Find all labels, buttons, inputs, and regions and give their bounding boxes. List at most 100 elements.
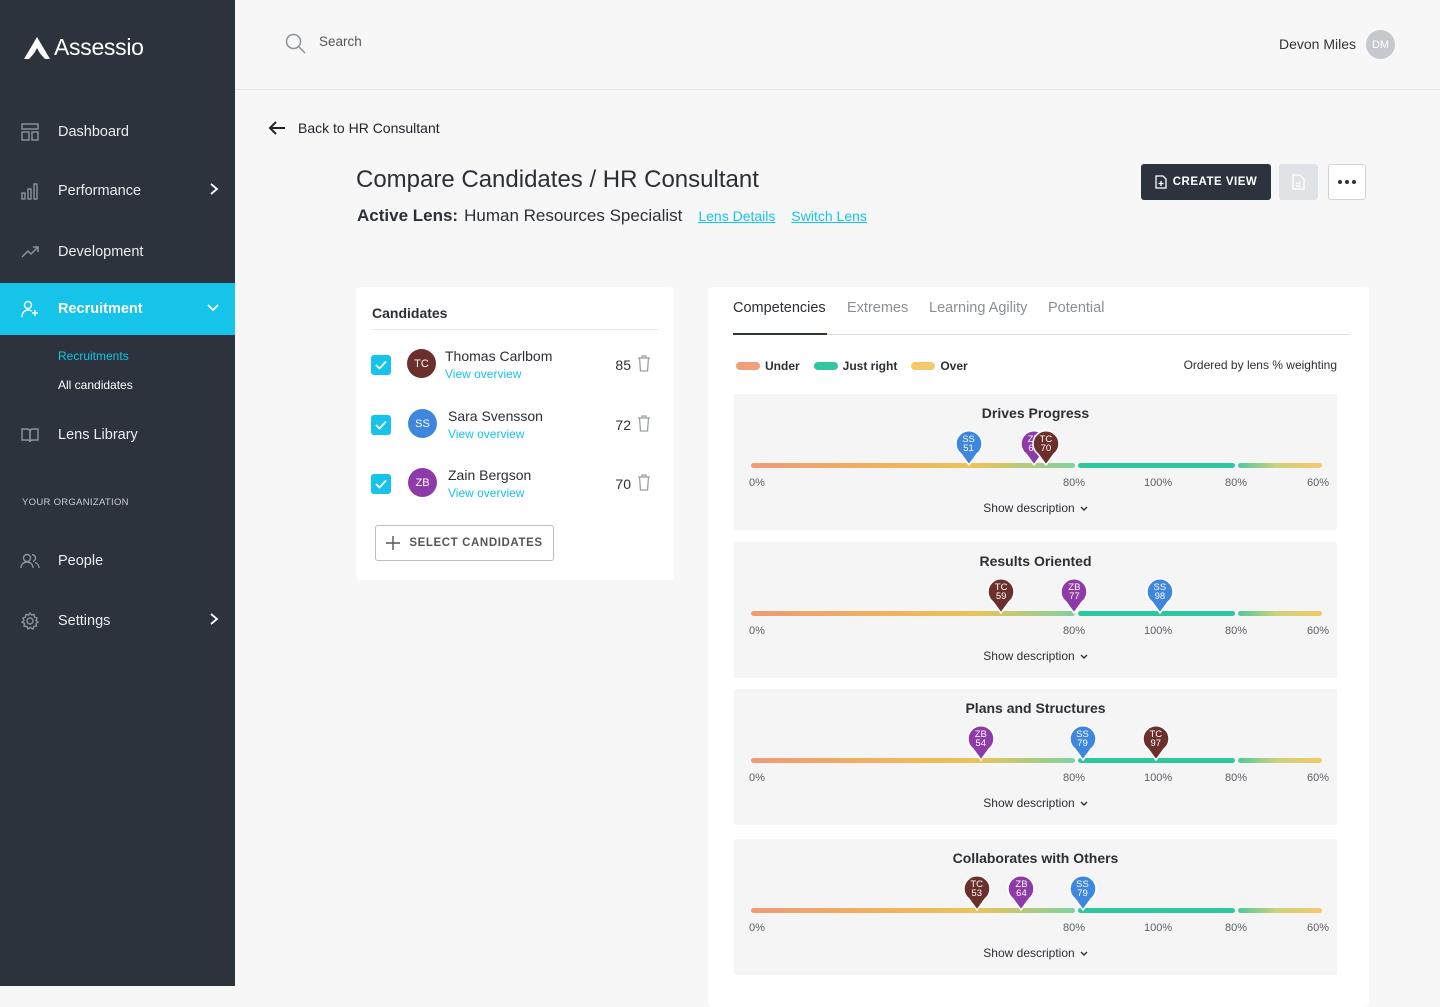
sidebar: Assessio Dashboard Performance Developme… (0, 0, 235, 986)
trash-icon[interactable] (637, 474, 651, 496)
candidate-avatar: SS (408, 409, 437, 438)
candidate-score-marker[interactable]: ZB 64 (1007, 875, 1036, 911)
marker-initials: SS (962, 434, 975, 445)
org-section-label: YOUR ORGANIZATION (22, 497, 129, 508)
scale-tick-label: 60% (1307, 625, 1330, 637)
candidate-row: TC Thomas Carlbom View overview 85 (371, 345, 661, 385)
marker-value: 51 (963, 443, 974, 454)
tab-potential[interactable]: Potential (1048, 300, 1105, 316)
scale-segment (1078, 611, 1235, 616)
candidate-score-marker[interactable]: TC 53 (962, 875, 991, 911)
map-pin-icon (1032, 430, 1060, 466)
legend-item-just-right: Just right (813, 359, 898, 373)
candidate-score-marker[interactable]: ZB 54 (967, 725, 995, 761)
export-pdf-button[interactable] (1279, 164, 1318, 200)
chevron-down-icon (1080, 649, 1088, 663)
marker-initials: ZB (1068, 582, 1081, 593)
sidebar-item-development[interactable]: Development (0, 226, 235, 278)
view-overview-link[interactable]: View overview (448, 486, 525, 500)
scale-tick-label: 0% (749, 772, 765, 784)
legend: Under Just right Over (736, 359, 982, 373)
sidebar-item-lens-library[interactable]: Lens Library (0, 409, 235, 461)
candidate-checkbox[interactable] (371, 355, 391, 375)
scale-tick-label: 80% (1063, 922, 1086, 934)
sidebar-subitem-all-candidates[interactable]: All candidates (58, 378, 133, 392)
scale-tick-label: 60% (1307, 772, 1330, 784)
scale-segment (751, 908, 1075, 913)
lens-details-link[interactable]: Lens Details (698, 208, 776, 224)
marker-initials: SS (1076, 879, 1089, 890)
candidate-name: Thomas Carlbom (445, 348, 553, 364)
competency-name: Collaborates with Others (952, 850, 1119, 866)
sidebar-item-label: Performance (58, 183, 142, 199)
map-pin-icon (962, 875, 991, 911)
view-overview-link[interactable]: View overview (445, 367, 522, 381)
candidate-score-marker[interactable]: SS 79 (1068, 875, 1097, 911)
tab-competencies[interactable]: Competencies (733, 300, 826, 316)
sidebar-item-recruitment[interactable]: Recruitment (0, 283, 235, 335)
competency-block: Drives Progress0%80%100%80%60%SS51ZB67TC… (734, 394, 1337, 530)
sidebar-item-label: Development (58, 244, 144, 260)
candidate-checkbox[interactable] (371, 474, 391, 494)
document-icon (1292, 174, 1305, 190)
candidate-checkbox[interactable] (371, 415, 391, 435)
sidebar-item-dashboard[interactable]: Dashboard (0, 106, 235, 158)
show-description-toggle[interactable]: Show description (734, 649, 1337, 663)
candidate-score-marker[interactable]: TC 59 (987, 578, 1015, 614)
app-logo[interactable]: Assessio (24, 34, 144, 61)
scale-tick-label: 0% (749, 477, 765, 489)
dashboard-icon (20, 122, 40, 142)
more-options-button[interactable] (1328, 164, 1366, 200)
sidebar-item-people[interactable]: People (0, 535, 235, 587)
map-pin-icon (1068, 875, 1097, 911)
back-link[interactable]: Back to HR Consultant (268, 120, 440, 136)
show-description-toggle[interactable]: Show description (734, 946, 1337, 960)
app-name: Assessio (54, 34, 144, 60)
candidate-score-marker[interactable]: SS 98 (1146, 578, 1174, 614)
candidate-score-marker[interactable]: TC 97 (1142, 725, 1170, 761)
candidate-score-marker[interactable]: ZB 77 (1060, 578, 1089, 614)
page-title: Compare Candidates / HR Consultant (356, 166, 759, 193)
candidate-score-marker[interactable]: SS 79 (1068, 725, 1097, 761)
marker-value: 98 (1154, 591, 1166, 602)
sidebar-item-settings[interactable]: Settings (0, 595, 235, 647)
trash-icon[interactable] (637, 415, 651, 437)
candidate-avatar: ZB (408, 468, 437, 497)
map-pin-icon (967, 725, 995, 761)
user-avatar[interactable]: DM (1366, 30, 1395, 59)
search-input[interactable] (319, 34, 619, 49)
scale-tick-label: 80% (1225, 922, 1248, 934)
search-icon[interactable] (285, 33, 306, 59)
candidate-score-marker[interactable]: SS 51 (954, 430, 983, 466)
user-name[interactable]: Devon Miles (1278, 36, 1356, 52)
marker-value: 64 (1016, 888, 1027, 899)
create-view-button[interactable]: CREATE VIEW (1141, 164, 1271, 200)
candidate-name: Zain Bergson (448, 467, 532, 483)
map-pin-icon (987, 578, 1015, 614)
scale-segment (1238, 611, 1322, 616)
tab-learning-agility[interactable]: Learning Agility (929, 300, 1028, 316)
scale-segment (1078, 463, 1235, 468)
scale-tick-label: 0% (749, 625, 765, 637)
sidebar-subitem-recruitments[interactable]: Recruitments (58, 349, 129, 363)
legend-label: Just right (842, 359, 898, 373)
map-pin-icon (1068, 725, 1097, 761)
switch-lens-link[interactable]: Switch Lens (791, 208, 867, 224)
view-overview-link[interactable]: View overview (448, 427, 525, 441)
marker-initials: TC (970, 879, 984, 890)
candidate-score-marker[interactable]: TC 70 (1032, 430, 1060, 466)
competency-scale-bar (751, 908, 1322, 913)
legend-item-under: Under (736, 359, 800, 373)
trash-icon[interactable] (637, 355, 651, 377)
select-candidates-button[interactable]: SELECT CANDIDATES (375, 525, 554, 561)
sidebar-item-performance[interactable]: Performance (0, 165, 235, 217)
arrow-left-icon (268, 121, 285, 135)
show-description-toggle[interactable]: Show description (734, 796, 1337, 810)
scale-tick-label: 80% (1063, 477, 1086, 489)
scale-tick-label: 80% (1225, 477, 1248, 489)
candidates-title: Candidates (372, 305, 448, 321)
tab-extremes[interactable]: Extremes (847, 300, 909, 316)
show-description-toggle[interactable]: Show description (734, 501, 1337, 515)
marker-initials: ZB (1015, 879, 1028, 890)
dot (1345, 180, 1349, 184)
